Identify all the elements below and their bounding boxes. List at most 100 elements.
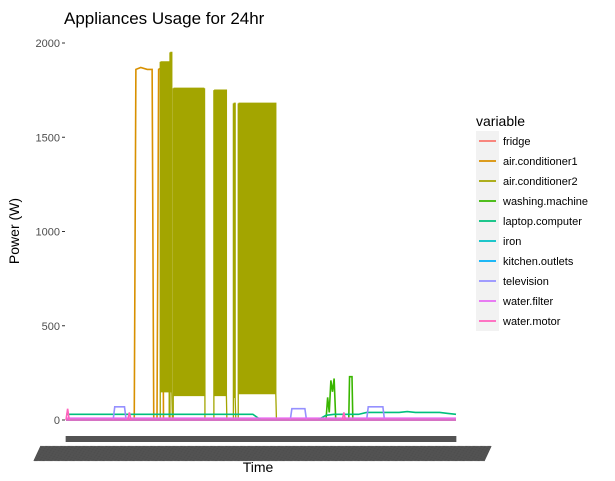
- x-tick-label: [431, 445, 440, 462]
- x-tick-label: [44, 445, 54, 462]
- x-tick-label: [99, 445, 108, 462]
- x-tick-label: [319, 445, 328, 462]
- series-block-air-conditioner2: [159, 61, 170, 420]
- x-tick-label: [140, 445, 149, 462]
- x-tick-label: [312, 445, 321, 462]
- x-tick-label: [304, 445, 313, 462]
- x-tick-label: [274, 445, 283, 462]
- x-tick-label: [402, 445, 411, 462]
- series-layer: [65, 51, 457, 421]
- x-tick-label: [323, 445, 332, 462]
- x-tick-label: [133, 445, 142, 462]
- x-tick-label: [350, 445, 359, 462]
- y-axis: 0 500 1000 1500 2000: [36, 38, 65, 427]
- x-tick-label: [51, 445, 61, 462]
- x-tick-label: [186, 445, 196, 462]
- x-tick-label: [419, 445, 429, 462]
- x-tick-label: [216, 445, 226, 462]
- x-tick-label: [268, 445, 277, 462]
- x-tick-label: [233, 445, 242, 462]
- x-tick-label: [245, 445, 254, 462]
- x-tick-label: [259, 445, 268, 462]
- x-tick-label: [226, 445, 235, 462]
- x-tick-label: [93, 445, 102, 462]
- x-tick-label: [413, 445, 422, 462]
- x-tick-label: [288, 445, 297, 462]
- x-tick-label: [123, 445, 132, 462]
- x-tick-label: [437, 445, 446, 462]
- x-tick-label: [214, 445, 223, 462]
- x-tick-label: [230, 445, 239, 462]
- series-block-air-conditioner2: [213, 89, 228, 421]
- series-segment-television: [289, 407, 308, 421]
- x-tick-label: [102, 445, 111, 462]
- x-tick-label: [468, 445, 477, 462]
- x-tick-label: [160, 445, 169, 462]
- x-tick-label: [441, 445, 451, 462]
- legend-item-television: television: [476, 271, 549, 291]
- x-tick-label: [219, 445, 228, 462]
- x-tick-label: [479, 445, 489, 462]
- x-tick-label: [171, 445, 181, 462]
- x-tick-label: [40, 445, 49, 462]
- x-tick-label: [378, 445, 387, 462]
- x-tick-label: [425, 445, 434, 462]
- x-tick-label: [88, 445, 97, 462]
- x-tick-label: [86, 445, 95, 462]
- x-tick-label: [407, 445, 416, 462]
- x-tick-labels: [33, 445, 492, 462]
- x-tick-label: [339, 445, 348, 462]
- x-tick-label: [211, 445, 220, 462]
- x-tick-label: [273, 445, 282, 462]
- x-tick-label: [297, 445, 306, 462]
- x-tick-label: [474, 445, 483, 462]
- y-tick-label: 1500: [36, 132, 60, 144]
- x-tick-label: [228, 445, 237, 462]
- legend-item-kitchen-outlets: kitchen.outlets: [476, 251, 574, 271]
- x-tick-label: [69, 445, 78, 462]
- x-tick-label: [95, 445, 104, 462]
- x-tick-label: [166, 445, 175, 462]
- legend-item-air-conditioner2: air.conditioner2: [476, 171, 578, 191]
- x-tick-label: [275, 445, 284, 462]
- x-tick-label: [47, 445, 56, 462]
- series-segment-water-motor: [341, 412, 347, 421]
- x-tick-label: [59, 445, 69, 462]
- x-tick-label: [179, 445, 189, 462]
- legend-item-fridge: fridge: [476, 131, 531, 151]
- x-tick-label: [475, 445, 484, 462]
- x-tick-label: [70, 445, 79, 462]
- x-tick-label: [276, 445, 286, 462]
- x-tick-label: [346, 445, 355, 462]
- x-tick-label: [329, 445, 339, 462]
- x-tick-label: [373, 445, 382, 462]
- y-tick-label: 0: [54, 415, 60, 427]
- x-tick-label: [168, 445, 177, 462]
- x-tick-label: [389, 445, 399, 462]
- x-tick-marks: [65, 436, 457, 442]
- x-tick-label: [111, 445, 121, 462]
- x-tick-label: [471, 445, 481, 462]
- x-tick-label: [387, 445, 396, 462]
- x-tick-label: [388, 445, 397, 462]
- x-tick-label: [458, 445, 467, 462]
- x-tick-label: [469, 445, 478, 462]
- x-tick-label: [415, 445, 424, 462]
- series-segment-television: [112, 406, 127, 421]
- x-tick-label: [235, 445, 244, 462]
- x-tick-label: [167, 445, 176, 462]
- x-tick-label: [117, 445, 126, 462]
- x-tick-label: [394, 445, 403, 462]
- x-tick-label: [454, 445, 463, 462]
- x-tick-label: [197, 445, 206, 462]
- x-tick-label: [238, 445, 247, 462]
- x-tick-label: [313, 445, 322, 462]
- x-tick-label: [410, 445, 419, 462]
- x-tick-label: [129, 445, 138, 462]
- x-tick-label: [428, 445, 437, 462]
- legend-item-water-motor: water.motor: [476, 311, 561, 331]
- legend-label: iron: [503, 236, 521, 248]
- x-tick-label: [353, 445, 362, 462]
- x-tick-label: [359, 445, 369, 462]
- x-tick-label: [170, 445, 179, 462]
